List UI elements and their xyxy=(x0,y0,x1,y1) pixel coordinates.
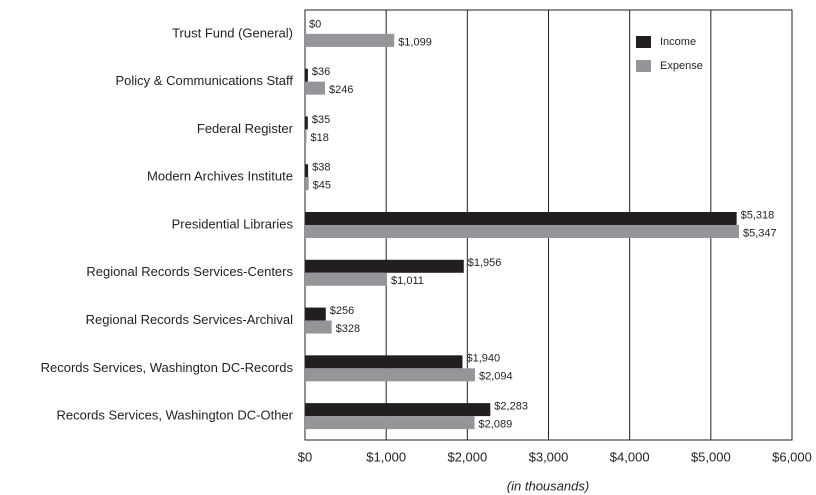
bar xyxy=(305,177,309,191)
value-label: $0 xyxy=(309,18,321,30)
y-tick-label: Presidential Libraries xyxy=(172,216,294,231)
bar xyxy=(305,68,308,82)
x-tick-label: $1,000 xyxy=(366,449,406,464)
y-tick-label: Modern Archives Institute xyxy=(147,169,293,184)
value-label: $1,099 xyxy=(398,36,432,48)
x-tick-label: $4,000 xyxy=(610,449,650,464)
legend-swatch xyxy=(636,60,651,72)
x-tick-label: $5,000 xyxy=(691,449,731,464)
bar xyxy=(305,368,475,382)
value-label: $36 xyxy=(312,66,330,78)
value-label: $45 xyxy=(313,180,331,192)
bar xyxy=(305,320,332,334)
bar xyxy=(305,212,737,225)
value-label: $246 xyxy=(329,84,353,96)
y-tick-label: Trust Fund (General) xyxy=(172,25,293,40)
value-label: $2,094 xyxy=(479,371,513,383)
x-tick-label: $0 xyxy=(298,449,312,464)
y-tick-label: Regional Records Services-Archival xyxy=(86,312,293,327)
y-tick-label: Federal Register xyxy=(197,121,294,136)
bar xyxy=(305,272,388,286)
x-axis-label: (in thousands) xyxy=(507,478,589,493)
value-label: $18 xyxy=(310,132,328,144)
x-tick-label: $3,000 xyxy=(529,449,569,464)
y-tick-label: Records Services, Washington DC-Other xyxy=(57,408,294,423)
bar xyxy=(305,259,464,273)
bar xyxy=(305,403,491,417)
legend-swatch xyxy=(636,36,651,48)
bar xyxy=(305,225,739,238)
value-label: $35 xyxy=(312,114,330,126)
bar xyxy=(305,116,308,130)
bar xyxy=(305,164,309,178)
value-label: $2,089 xyxy=(479,419,513,431)
x-tick-label: $2,000 xyxy=(447,449,487,464)
y-tick-label: Regional Records Services-Centers xyxy=(86,264,293,279)
value-label: $1,940 xyxy=(466,353,500,365)
value-label: $2,283 xyxy=(494,401,528,413)
bar xyxy=(305,416,475,430)
legend-label: Expense xyxy=(660,60,703,72)
value-label: $1,956 xyxy=(468,257,502,269)
bar xyxy=(305,307,326,321)
value-label: $256 xyxy=(330,305,354,317)
bar xyxy=(305,355,463,369)
bar xyxy=(305,129,307,143)
value-label: $5,318 xyxy=(741,209,775,221)
legend-label: Income xyxy=(660,36,696,48)
y-tick-label: Records Services, Washington DC-Records xyxy=(41,360,294,375)
x-tick-label: $6,000 xyxy=(772,449,812,464)
bar xyxy=(305,81,325,95)
bar xyxy=(305,33,395,47)
value-label: $5,347 xyxy=(743,227,777,239)
value-label: $38 xyxy=(312,162,330,174)
value-label: $328 xyxy=(336,323,360,335)
value-label: $1,011 xyxy=(391,275,424,287)
y-tick-label: Policy & Communications Staff xyxy=(116,73,294,88)
